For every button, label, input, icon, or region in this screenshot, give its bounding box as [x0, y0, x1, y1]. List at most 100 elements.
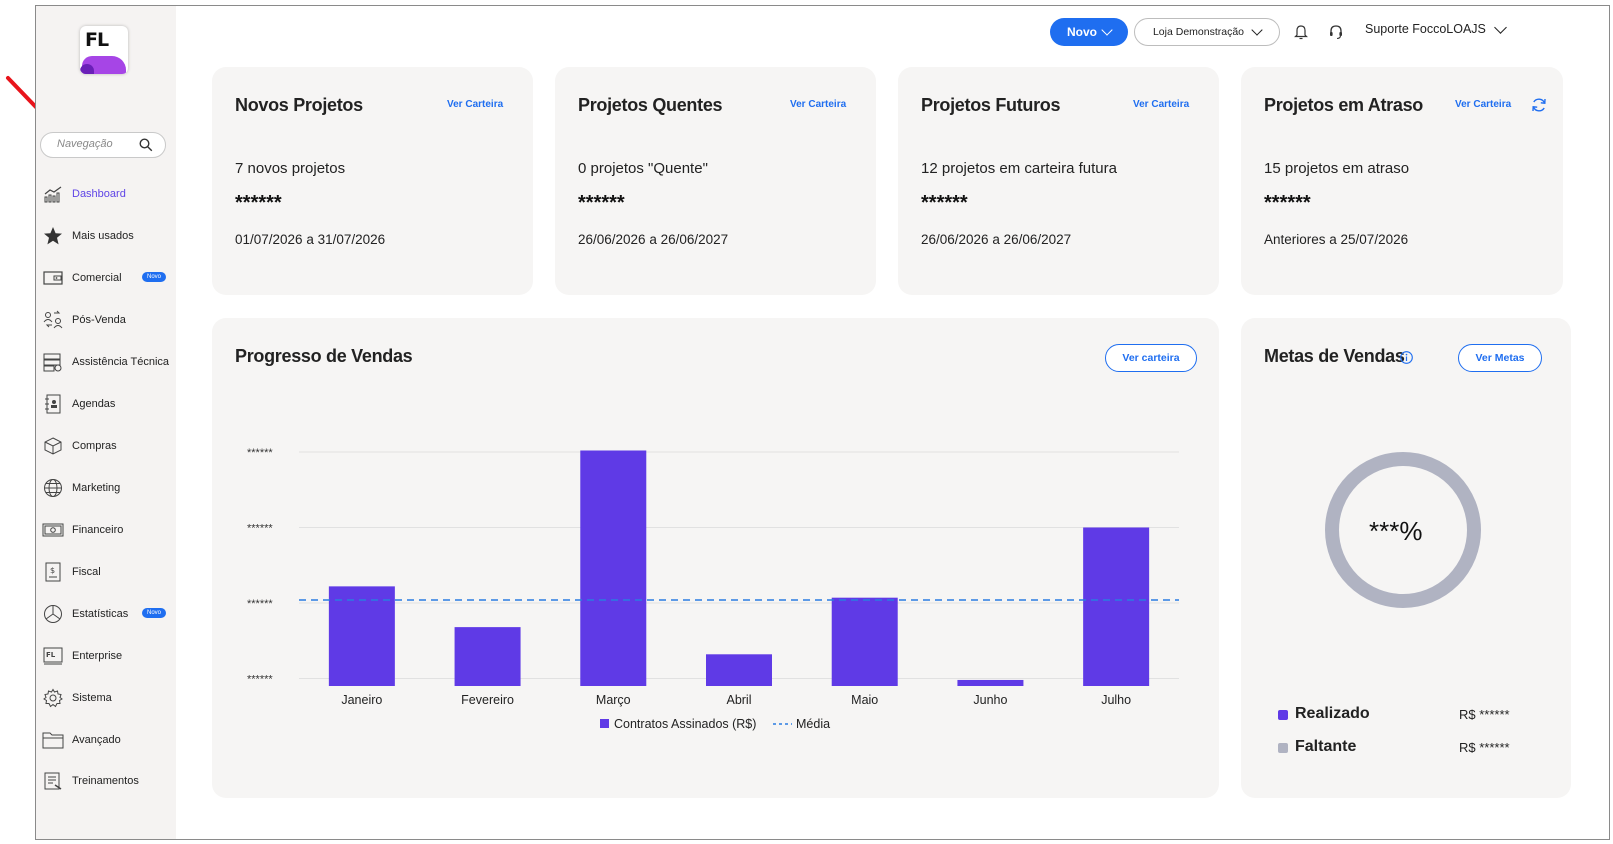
- sidebar-item-label: Pós-Venda: [72, 314, 126, 326]
- svg-text:FL: FL: [46, 651, 56, 659]
- card-summary: 0 projetos "Quente": [578, 160, 708, 177]
- sales-goals-title: Metas de Vendas: [1264, 346, 1405, 366]
- sidebar-item-fiscal[interactable]: $ Fiscal: [42, 560, 172, 584]
- bar-março: [580, 450, 647, 686]
- ver-carteira-link[interactable]: Ver Carteira: [1455, 99, 1512, 110]
- summary-card-projetos-quentes: Projetos Quentes Ver Carteira 0 projetos…: [555, 67, 876, 295]
- sidebar-item-label: Dashboard: [72, 188, 126, 200]
- svg-text:$: $: [50, 566, 55, 575]
- sales-bar-chart: ****** ****** ****** ****** Janeiro Fevereiro…: [247, 447, 1179, 731]
- new-badge: Novo: [141, 272, 166, 282]
- sidebar-item-assistencia-tecnica[interactable]: Assistência Técnica: [42, 350, 172, 374]
- bar-julho: [1083, 527, 1150, 686]
- card-summary: 15 projetos em atraso: [1264, 160, 1410, 177]
- sidebar-item-comercial[interactable]: Comercial Novo: [42, 266, 172, 290]
- card-summary: 12 projetos em carteira futura: [921, 160, 1117, 177]
- chevron-down-icon: [1101, 24, 1113, 36]
- novo-button[interactable]: Novo: [1050, 18, 1128, 46]
- sidebar-item-mais-usados[interactable]: Mais usados: [42, 224, 172, 248]
- sidebar-item-agendas[interactable]: Agendas: [42, 392, 172, 416]
- store-selector[interactable]: Loja Demonstração: [1134, 18, 1280, 46]
- card-title: Novos Projetos: [235, 95, 363, 115]
- goal-percent: ***%: [1369, 516, 1423, 546]
- card-period: Anteriores a 25/07/2026: [1264, 232, 1409, 247]
- receipt-icon: $: [42, 561, 64, 583]
- ver-carteira-button[interactable]: Ver carteira: [1105, 344, 1197, 372]
- sidebar-item-compras[interactable]: Compras: [42, 434, 172, 458]
- sidebar-item-label: Treinamentos: [72, 775, 139, 787]
- navigation-search-input[interactable]: [55, 137, 139, 151]
- bar-abril: [706, 654, 772, 686]
- server-gear-icon: [42, 351, 64, 373]
- sidebar-item-enterprise[interactable]: FL Enterprise: [42, 644, 172, 668]
- card-summary: 7 novos projetos: [235, 160, 346, 177]
- sidebar-item-dashboard[interactable]: Dashboard: [42, 182, 172, 206]
- info-icon[interactable]: [1400, 351, 1413, 369]
- sales-goals-card: Metas de Vendas Ver Metas ***% Realizado…: [1241, 318, 1571, 798]
- sidebar-item-estatisticas[interactable]: Estatísticas Novo: [42, 602, 172, 626]
- bar-junho: [957, 679, 1024, 686]
- agenda-icon: [42, 393, 64, 415]
- sidebar-item-label: Fiscal: [72, 566, 101, 578]
- wallet-icon: [42, 267, 64, 289]
- x-tick-label: Fevereiro: [461, 693, 514, 707]
- card-title: Projetos Quentes: [578, 95, 723, 115]
- app-logo[interactable]: FL: [80, 26, 128, 74]
- enterprise-icon: FL: [42, 645, 64, 667]
- star-icon: [42, 225, 64, 247]
- faltante-value: R$ ******: [1459, 740, 1510, 755]
- bell-icon[interactable]: [1294, 24, 1308, 45]
- sidebar-item-avancado[interactable]: Avançado: [42, 728, 172, 752]
- ver-carteira-link[interactable]: Ver Carteira: [1133, 99, 1190, 110]
- y-tick-label: ******: [247, 447, 273, 459]
- card-title: Projetos Futuros: [921, 95, 1061, 115]
- ver-carteira-link[interactable]: Ver Carteira: [790, 99, 847, 110]
- sidebar-item-label: Marketing: [72, 482, 121, 494]
- search-icon[interactable]: [139, 138, 153, 157]
- ver-carteira-link[interactable]: Ver Carteira: [447, 99, 504, 110]
- sidebar-item-marketing[interactable]: Marketing: [42, 476, 172, 500]
- realizado-legend-swatch: [1278, 710, 1288, 720]
- sidebar-item-treinamentos[interactable]: Treinamentos: [42, 769, 172, 793]
- sidebar-item-label: Mais usados: [72, 230, 134, 242]
- sidebar-item-financeiro[interactable]: Financeiro: [42, 518, 172, 542]
- legend-swatch-contratos: [600, 719, 609, 728]
- y-tick-label: ******: [247, 522, 273, 534]
- summary-card-novos-projetos: Novos Projetos Ver Carteira 7 novos proj…: [212, 67, 533, 295]
- headset-icon[interactable]: [1328, 24, 1344, 45]
- sales-progress-card: Progresso de Vendas Ver carteira ****** *…: [212, 318, 1219, 798]
- store-label: Loja Demonstração: [1152, 26, 1245, 38]
- chart-bars-icon: [42, 183, 64, 205]
- sidebar-item-label: Compras: [72, 440, 117, 452]
- y-tick-label: ******: [247, 673, 273, 685]
- ver-carteira-label: Ver carteira: [1122, 352, 1180, 364]
- box-icon: [42, 435, 64, 457]
- x-tick-label: Junho: [973, 693, 1007, 707]
- ver-metas-button[interactable]: Ver Metas: [1458, 344, 1542, 372]
- user-label: Suporte FoccoLOAJS: [1365, 22, 1486, 36]
- bar-janeiro: [328, 586, 395, 686]
- card-masked-value: ******: [578, 192, 625, 214]
- card-masked-value: ******: [1264, 192, 1311, 214]
- refresh-icon[interactable]: [1531, 97, 1547, 118]
- sidebar-item-sistema[interactable]: Sistema: [42, 686, 172, 710]
- sidebar-item-label: Financeiro: [72, 524, 124, 536]
- legend-label-media: Média: [796, 717, 830, 731]
- navigation-search[interactable]: [40, 132, 166, 158]
- ver-metas-label: Ver Metas: [1475, 352, 1525, 364]
- globe-icon: [42, 477, 64, 499]
- x-tick-label: Maio: [851, 693, 878, 707]
- user-menu[interactable]: Suporte FoccoLOAJS: [1365, 20, 1507, 36]
- faltante-legend-swatch: [1278, 743, 1288, 753]
- folder-icon: [42, 729, 64, 751]
- sidebar-item-label: Agendas: [72, 398, 116, 410]
- card-period: 26/06/2026 a 26/06/2027: [921, 232, 1072, 247]
- training-icon: [42, 770, 64, 792]
- bar-maio: [831, 597, 898, 686]
- bar-fevereiro: [454, 627, 521, 686]
- x-tick-label: Março: [596, 693, 631, 707]
- card-title: Projetos em Atraso: [1264, 95, 1423, 115]
- card-period: 01/07/2026 a 31/07/2026: [235, 232, 386, 247]
- y-tick-label: ******: [247, 598, 273, 610]
- sidebar-item-pos-venda[interactable]: Pós-Venda: [42, 308, 172, 332]
